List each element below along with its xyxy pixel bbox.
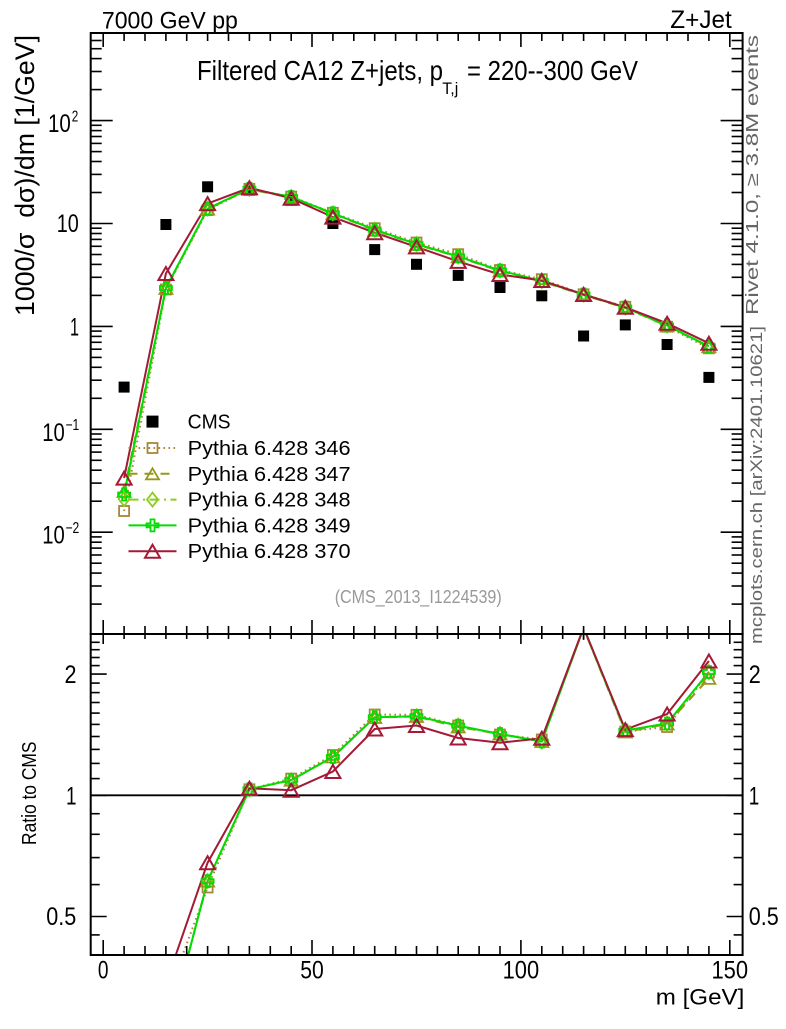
svg-text:Filtered CA12 Z+jets, p: Filtered CA12 Z+jets, p xyxy=(197,55,443,86)
svg-text:T,j: T,j xyxy=(442,80,458,98)
svg-text:−1: −1 xyxy=(66,417,80,434)
svg-text:−2: −2 xyxy=(66,520,80,537)
svg-text:2: 2 xyxy=(749,661,761,689)
svg-text:10: 10 xyxy=(42,419,65,447)
svg-text:2: 2 xyxy=(65,661,77,689)
svg-text:0: 0 xyxy=(98,956,109,984)
svg-text:0.5: 0.5 xyxy=(46,903,76,931)
svg-text:Pythia 6.428 349: Pythia 6.428 349 xyxy=(188,515,351,537)
svg-text:100: 100 xyxy=(503,956,540,984)
svg-text:10: 10 xyxy=(42,522,65,550)
svg-text:Pythia 6.428 348: Pythia 6.428 348 xyxy=(188,490,351,512)
svg-text:Pythia 6.428 347: Pythia 6.428 347 xyxy=(188,464,351,486)
svg-text:Pythia 6.428 370: Pythia 6.428 370 xyxy=(188,541,351,563)
svg-text:1: 1 xyxy=(70,313,79,341)
svg-text:1000/σ dσ)/dm [1/GeV]: 1000/σ dσ)/dm [1/GeV] xyxy=(10,35,40,316)
svg-text:10: 10 xyxy=(48,110,71,138)
svg-text:Pythia 6.428 346: Pythia 6.428 346 xyxy=(188,438,351,460)
svg-text:150: 150 xyxy=(711,956,748,984)
svg-text:50: 50 xyxy=(300,956,324,984)
svg-text:1: 1 xyxy=(66,782,77,810)
svg-text:(CMS_2013_I1224539): (CMS_2013_I1224539) xyxy=(335,587,502,608)
svg-text:= 220--300 GeV: = 220--300 GeV xyxy=(467,55,638,86)
svg-text:2: 2 xyxy=(72,109,79,126)
svg-text:10: 10 xyxy=(57,210,79,238)
svg-text:CMS: CMS xyxy=(188,412,231,434)
svg-text:1: 1 xyxy=(749,782,760,810)
svg-text:0.5: 0.5 xyxy=(749,903,779,931)
svg-text:Ratio to CMS: Ratio to CMS xyxy=(19,742,41,846)
svg-text:7000 GeV pp: 7000 GeV pp xyxy=(102,8,238,35)
svg-text:mcplots.cern.ch [arXiv:2401.10: mcplots.cern.ch [arXiv:2401.10621] xyxy=(747,326,766,644)
svg-text:Rivet 4.1.0, ≥ 3.8M events: Rivet 4.1.0, ≥ 3.8M events xyxy=(742,35,762,315)
svg-text:Z+Jet: Z+Jet xyxy=(670,6,732,34)
svg-text:m [GeV]: m [GeV] xyxy=(656,985,745,1010)
